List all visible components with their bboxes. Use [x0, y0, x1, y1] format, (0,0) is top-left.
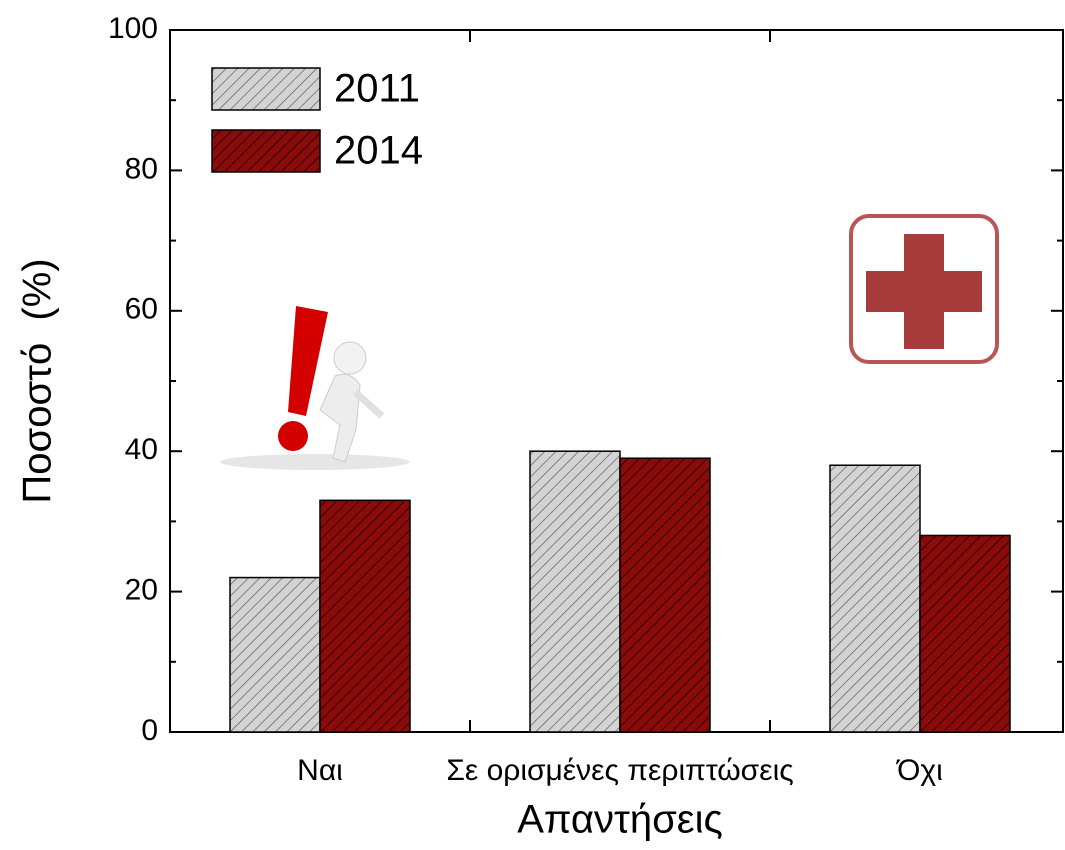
y-tick-label: 20: [125, 574, 158, 607]
chart: Ποσοστό (%) Απαντήσεις 0 20 40 60 80 100 Ναι Σε…: [0, 0, 1065, 850]
x-tick-label: Ναι: [297, 754, 343, 787]
y-tick-label: 80: [125, 152, 158, 185]
bar: [920, 535, 1010, 732]
exclamation-icon: [220, 306, 410, 470]
y-tick-label: 0: [141, 714, 158, 747]
red-cross-icon: [851, 216, 997, 362]
legend-swatch: [212, 68, 320, 110]
x-axis-title: Απαντήσεις: [517, 798, 723, 842]
y-tick-label: 40: [125, 433, 158, 466]
bar: [830, 465, 920, 732]
y-axis-title: Ποσοστό (%): [16, 258, 60, 503]
x-tick-label: Σε ορισμένες περιπτώσεις: [446, 754, 793, 787]
x-tick-label: Όχι: [895, 754, 943, 787]
y-tick-label: 100: [108, 12, 158, 45]
legend-swatch: [212, 130, 320, 172]
y-tick-label: 60: [125, 293, 158, 326]
bar: [530, 451, 620, 732]
bar: [230, 578, 320, 732]
legend-label: 2014: [334, 129, 423, 173]
bar: [620, 458, 710, 732]
bar: [320, 500, 410, 732]
legend-label: 2011: [334, 67, 420, 111]
